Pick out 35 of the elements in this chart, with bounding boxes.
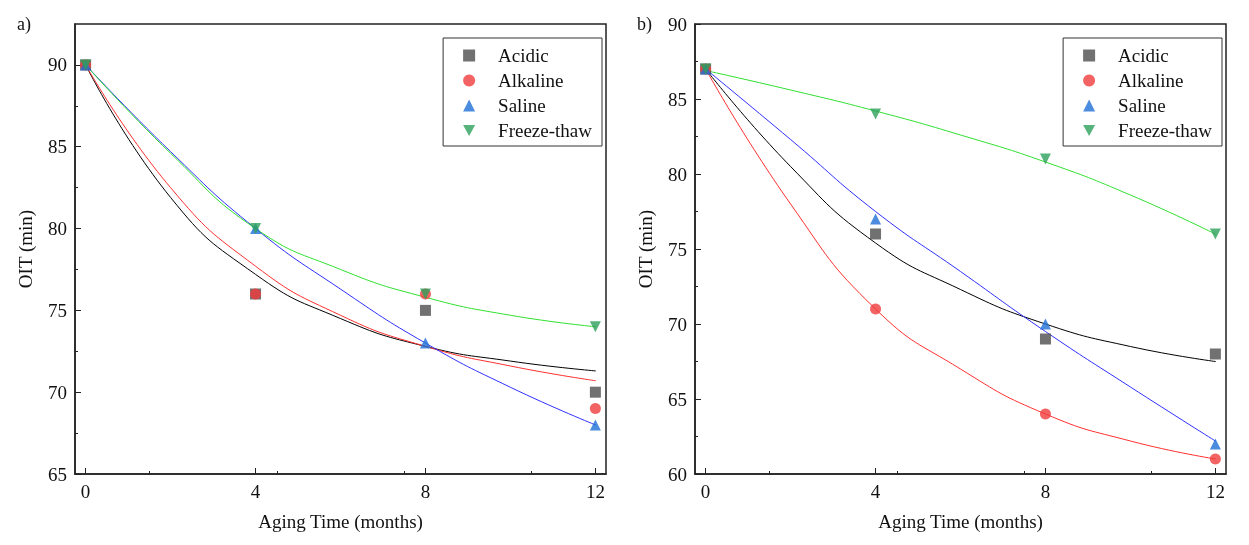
x-axis-title: Aging Time (months) <box>258 511 423 533</box>
legend-label: Alkaline <box>498 70 564 91</box>
legend-label: Saline <box>1118 95 1166 116</box>
y-tick-label: 85 <box>48 136 67 158</box>
legend-label: Saline <box>498 95 546 116</box>
legend-label: Acidic <box>1118 45 1169 66</box>
x-tick-label: 8 <box>1040 481 1051 502</box>
x-tick-label: 0 <box>700 481 711 502</box>
y-tick-label: 60 <box>668 463 687 485</box>
legend-label: Freeze-thaw <box>1118 120 1213 141</box>
x-tick-label: 8 <box>420 481 431 502</box>
x-tick-label: 4 <box>870 481 881 502</box>
legend-label: Alkaline <box>1118 70 1184 91</box>
x-axis-title: Aging Time (months) <box>878 511 1043 533</box>
legend-label: Acidic <box>498 45 549 66</box>
y-tick-label: 65 <box>668 388 687 410</box>
legend-label: Freeze-thaw <box>498 120 593 141</box>
y-axis-title: OIT (min) <box>635 209 657 289</box>
y-tick-label: 80 <box>668 163 687 185</box>
y-tick-label: 75 <box>48 299 67 321</box>
chart-title: a) <box>17 14 31 35</box>
y-tick-label: 65 <box>48 463 67 485</box>
y-tick-label: 75 <box>668 238 687 260</box>
x-tick-label: 12 <box>1205 481 1225 502</box>
x-tick-label: 12 <box>585 481 605 502</box>
y-tick-label: 80 <box>48 218 67 240</box>
x-tick-label: 4 <box>250 481 261 502</box>
y-tick-label: 90 <box>668 13 687 35</box>
y-tick-label: 90 <box>48 54 67 76</box>
y-tick-label: 85 <box>668 88 687 110</box>
x-tick-label: 0 <box>80 481 91 502</box>
chart-title: b) <box>637 14 652 35</box>
y-axis-title: OIT (min) <box>15 209 37 289</box>
y-tick-label: 70 <box>48 381 67 403</box>
y-tick-label: 70 <box>668 313 687 335</box>
